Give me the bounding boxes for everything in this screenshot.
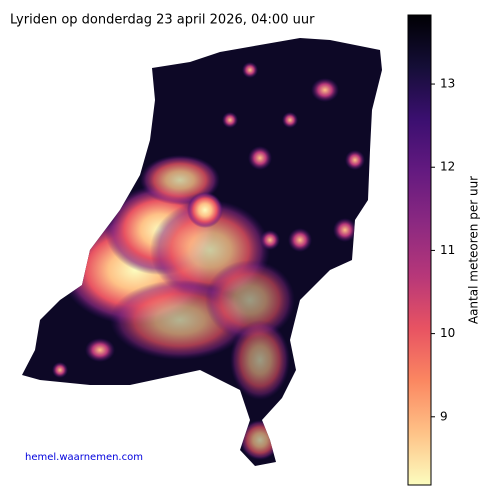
colorbar-tick-label: 12: [440, 160, 455, 174]
colorbar-tick-label: 11: [440, 243, 455, 257]
map-title: Lyriden op donderdag 23 april 2026, 04:0…: [10, 13, 315, 28]
colorbar: 9 10 11 12 13: [407, 14, 455, 486]
colorbar-label: Aantal meteoren per uur: [467, 176, 481, 324]
colorbar-tick-label: 10: [440, 326, 455, 340]
colorbar-tick-label: 9: [440, 409, 448, 423]
credit: hemel.waarnemen.com: [25, 452, 143, 463]
colorbar-scale: [407, 14, 432, 486]
colorbar-tick-label: 13: [440, 77, 455, 91]
light-map: [22, 38, 382, 466]
